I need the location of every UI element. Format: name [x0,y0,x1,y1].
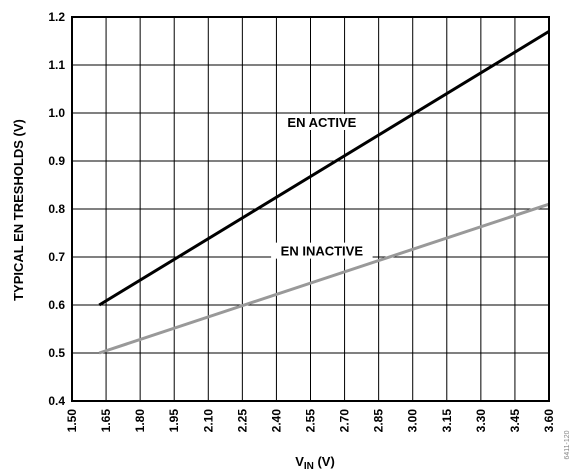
x-axis-label: VIN (V) [295,454,335,470]
y-tick-label: 1.2 [48,10,65,24]
x-tick-label: 2.10 [201,409,215,433]
x-tick-label: 2.85 [372,409,386,433]
x-tick-label: 3.00 [406,409,420,433]
y-tick-label: 1.0 [48,106,65,120]
x-tick-label: 3.30 [474,409,488,433]
x-tick-label: 1.95 [167,409,181,433]
series-line [99,31,549,305]
series-labels: EN ACTIVE EN INACTIVE [271,114,373,259]
series-label: EN INACTIVE [281,244,364,259]
y-tick-label: 0.6 [48,298,65,312]
y-tick-label: 0.7 [48,250,65,264]
y-tick-label: 0.4 [48,394,65,408]
y-tick-label: 1.1 [48,58,65,72]
y-tick-label: 0.5 [48,346,65,360]
x-axis-label-unit: (V) [314,454,335,469]
x-tick-label: 1.80 [133,409,147,433]
x-axis-label-main: V [295,454,304,469]
x-tick-label: 2.40 [269,409,283,433]
x-tick-label: 1.50 [65,409,79,433]
x-tick-label: 2.25 [235,409,249,433]
x-tick-label: 3.45 [508,409,522,433]
x-tick-label: 2.55 [304,409,318,433]
y-tick-label: 0.9 [48,154,65,168]
x-tick-label: 3.60 [542,409,556,433]
y-tick-label: 0.8 [48,202,65,216]
figure-id: 6411-120 [564,430,571,459]
y-axis-label: TYPICAL EN TRESHOLDS (V) [11,119,26,301]
series-line [99,204,549,353]
x-tick-label: 2.70 [338,409,352,433]
x-tick-label: 1.65 [99,409,113,433]
series-label: EN ACTIVE [287,115,356,130]
x-axis-label-subscript: IN [304,461,314,470]
x-tick-label: 3.15 [440,409,454,433]
